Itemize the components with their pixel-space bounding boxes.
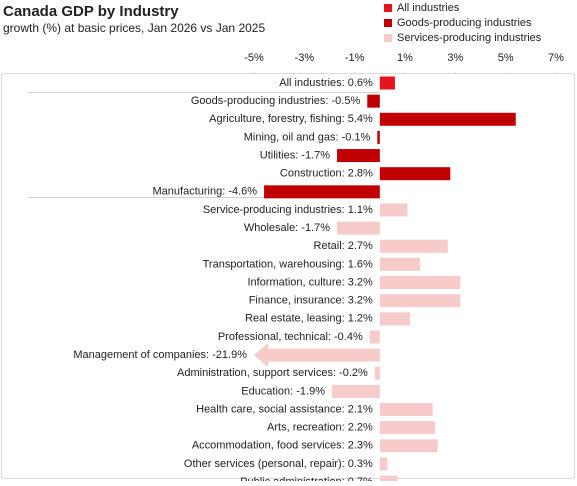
bar [374, 366, 380, 380]
bar [379, 112, 516, 126]
category-label: Utilities: -1.7% [260, 149, 331, 161]
category-label: Construction: 2.8% [280, 168, 373, 180]
x-tick-label: -1% [345, 52, 365, 64]
category-label: Administration, support services: -0.2% [177, 367, 368, 379]
legend-label: Services-producing industries [397, 32, 542, 44]
bar [369, 330, 380, 344]
category-label: Real estate, leasing: 1.2% [245, 313, 373, 325]
bar [379, 203, 408, 217]
x-tick-label: 5% [498, 52, 514, 64]
category-label: Information, culture: 3.2% [247, 276, 373, 288]
legend-label: All industries [397, 2, 460, 14]
category-label: Management of companies: -21.9% [73, 349, 247, 361]
bar [379, 76, 395, 90]
category-label: Retail: 2.7% [314, 240, 374, 252]
x-tick-label: -5% [244, 52, 264, 64]
x-tick-label: 7% [548, 52, 564, 64]
legend-swatch [384, 19, 392, 27]
category-label: Wholesale: -1.7% [244, 222, 330, 234]
category-label: Manufacturing: -4.6% [153, 186, 258, 198]
bar [379, 257, 421, 271]
bar [332, 384, 380, 398]
bar [379, 421, 436, 435]
bar [379, 475, 398, 486]
category-label: Other services (personal, repair): 0.3% [184, 458, 373, 470]
bar [379, 312, 411, 326]
bar [379, 239, 448, 253]
chart-title: Canada GDP by Industry [3, 3, 179, 20]
category-label: Education: -1.9% [241, 385, 325, 397]
bar [379, 439, 438, 453]
category-label: Accommodation, food services: 2.3% [192, 440, 373, 452]
plot-frame [1, 73, 575, 479]
category-label: Transportation, warehousing: 1.6% [203, 258, 373, 270]
bar [379, 457, 388, 471]
bar [377, 130, 380, 144]
bar [379, 294, 461, 308]
bar [337, 149, 380, 163]
category-label: Agriculture, forestry, fishing: 5.4% [209, 113, 373, 125]
category-label: Public administration: 0.7% [240, 476, 373, 481]
bar [379, 403, 433, 417]
bar [337, 221, 380, 235]
category-label: Professional, technical: -0.4% [218, 331, 363, 343]
category-label: Arts, recreation: 2.2% [267, 422, 373, 434]
category-label: Service-producing industries: 1.1% [203, 204, 373, 216]
legend-swatch [384, 4, 392, 12]
bar [254, 343, 380, 368]
x-tick-label: -3% [295, 52, 315, 64]
chart-subtitle: growth (%) at basic prices, Jan 2026 vs … [3, 21, 265, 35]
bar [367, 94, 380, 108]
category-label: Health care, social assistance: 2.1% [196, 403, 373, 415]
category-label: Goods-producing industries: -0.5% [191, 95, 361, 107]
legend-label: Goods-producing industries [397, 17, 532, 29]
bar [264, 185, 380, 199]
x-tick-label: 3% [447, 52, 463, 64]
legend-swatch [384, 34, 392, 42]
bar [379, 276, 461, 290]
category-label: All industries: 0.6% [279, 77, 373, 89]
category-label: Mining, oil and gas: -0.1% [244, 131, 371, 143]
x-tick-label: 1% [397, 52, 413, 64]
category-label: Finance, insurance: 3.2% [249, 295, 373, 307]
bar [379, 167, 451, 181]
